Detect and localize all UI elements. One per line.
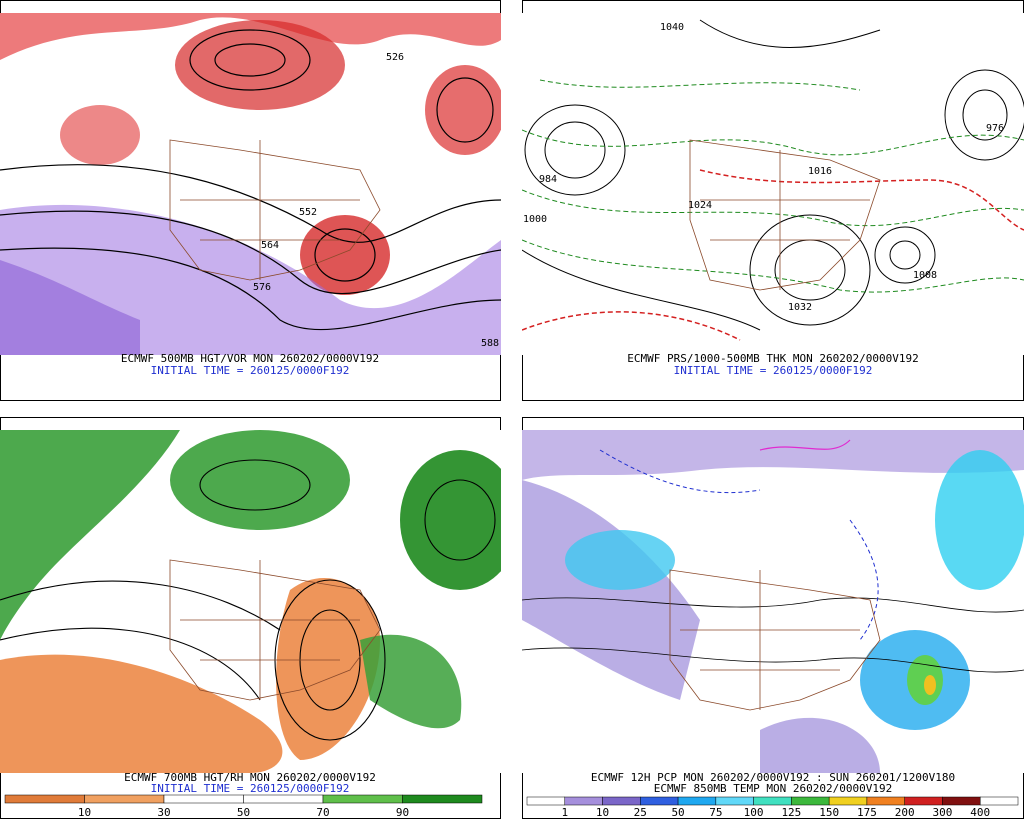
colorbar-swatch — [4, 794, 85, 804]
map-precip-850temp — [522, 430, 1024, 773]
contour-label: 1024 — [688, 200, 712, 211]
colorbar-swatch — [979, 796, 1019, 806]
contour-label: 588 — [481, 338, 499, 349]
colorbar-label: 175 — [857, 806, 877, 819]
map-mslp-thickness — [522, 13, 1024, 355]
colorbar-swatch — [163, 794, 244, 804]
generated: 526 552 564 576 588 1040 984 1000 1016 1024 1032 97… — [4, 22, 1019, 819]
initial-time: INITIAL TIME = 260125/0000F192 — [151, 364, 350, 377]
contour-label: 1000 — [523, 214, 547, 225]
colorbar-label: 300 — [933, 806, 953, 819]
panel-caption: ECMWF PRS/1000-500MB THK MON 260202/0000… — [627, 352, 918, 365]
colorbar-label: 125 — [781, 806, 801, 819]
contour-label: 976 — [986, 123, 1004, 134]
contour-label: 576 — [253, 282, 271, 293]
contour-label: 1040 — [660, 22, 684, 33]
colorbar-swatch — [828, 796, 868, 806]
colorbar-label: 400 — [970, 806, 990, 819]
panel-caption: ECMWF 850MB TEMP MON 260202/0000V192 — [654, 782, 892, 795]
panel-caption: ECMWF 700MB HGT/RH MON 260202/0000V192 — [124, 771, 376, 784]
panel-caption: ECMWF 500MB HGT/VOR MON 260202/0000V192 — [121, 352, 379, 365]
colorbar-swatch — [942, 796, 981, 806]
initial-time: INITIAL TIME = 260125/0000F192 — [674, 364, 873, 377]
colorbar-swatch — [866, 796, 905, 806]
panel-caption: ECMWF 12H PCP MON 260202/0000V192 : SUN … — [591, 771, 955, 784]
contour-label: 1032 — [788, 302, 812, 313]
contour-label: 984 — [539, 174, 557, 185]
contour-label: 552 — [299, 207, 317, 218]
colorbar-swatch — [402, 794, 483, 804]
colorbar-label: 10 — [78, 806, 91, 819]
colorbar-label: 75 — [709, 806, 722, 819]
colorbar-label: 10 — [596, 806, 609, 819]
colorbar-label: 50 — [671, 806, 684, 819]
colorbar-swatch — [84, 794, 165, 804]
colorbar-label: 200 — [895, 806, 915, 819]
map-500mb-vorticity — [0, 13, 501, 355]
colorbar-label: 150 — [819, 806, 839, 819]
colorbar-swatch — [526, 796, 566, 806]
colorbar-swatch — [564, 796, 603, 806]
colorbar-swatch — [753, 796, 792, 806]
colorbar-swatch — [791, 796, 830, 806]
contour-label: 526 — [386, 52, 404, 63]
colorbar-swatch — [322, 794, 403, 804]
contour-label: 1008 — [913, 270, 937, 281]
colorbar-swatch — [243, 794, 324, 804]
colorbar-swatch — [715, 796, 754, 806]
map-700mb-rh — [0, 430, 501, 773]
colorbar-swatch — [904, 796, 943, 806]
colorbar-swatch — [640, 796, 679, 806]
colorbar-label: 100 — [744, 806, 764, 819]
colorbar-label: 30 — [157, 806, 170, 819]
colorbar-label: 90 — [396, 806, 409, 819]
colorbar-label: 50 — [237, 806, 250, 819]
colorbar-swatch — [602, 796, 641, 806]
initial-time: INITIAL TIME = 260125/0000F192 — [151, 782, 350, 795]
contour-label: 1016 — [808, 166, 832, 177]
colorbar-swatch — [677, 796, 717, 806]
colorbar-label: 25 — [634, 806, 647, 819]
colorbar-label: 1 — [561, 806, 568, 819]
colorbar-label: 70 — [316, 806, 329, 819]
contour-label: 564 — [261, 240, 279, 251]
